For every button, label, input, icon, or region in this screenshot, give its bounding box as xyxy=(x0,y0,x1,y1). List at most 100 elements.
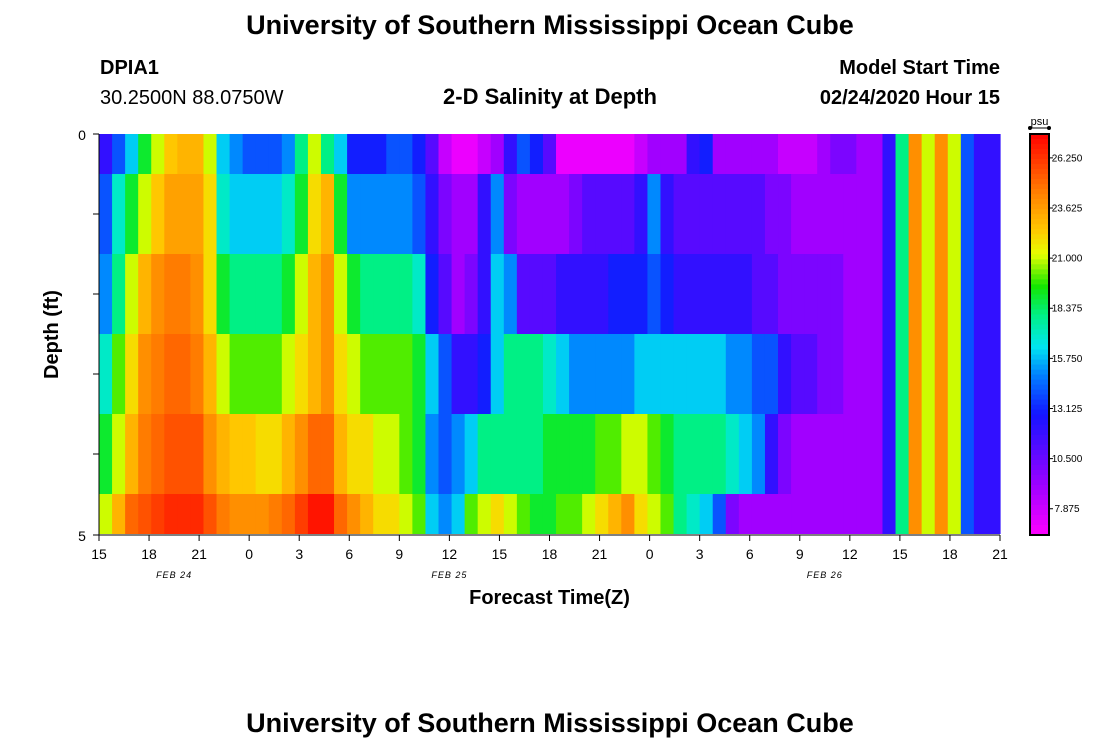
heatmap-cell xyxy=(764,174,779,254)
colorbar-segment xyxy=(1030,489,1049,496)
heatmap-cell xyxy=(320,134,335,174)
heatmap-cell xyxy=(464,174,479,254)
heatmap-cell xyxy=(216,134,231,174)
heatmap-cell xyxy=(164,334,178,414)
colorbar-segment xyxy=(1030,224,1049,230)
colorbar-segment xyxy=(1030,244,1049,250)
colorbar-segment xyxy=(1030,289,1049,295)
heatmap-cell xyxy=(360,414,374,494)
heatmap-cell xyxy=(151,174,165,254)
heatmap-cell xyxy=(830,414,844,494)
heatmap-cell xyxy=(477,494,492,534)
colorbar-segment xyxy=(1030,409,1049,416)
heatmap-cell xyxy=(334,134,348,174)
heatmap-cell xyxy=(569,174,583,254)
colorbar-segment xyxy=(1030,389,1049,396)
heatmap-cell xyxy=(373,334,387,414)
heatmap-cell xyxy=(151,334,165,414)
heatmap-cell xyxy=(242,334,257,414)
heatmap-cell xyxy=(778,174,792,254)
colorbar-segment xyxy=(1030,264,1049,270)
colorbar-segment xyxy=(1030,419,1049,426)
x-tick-label: 21 xyxy=(592,546,608,562)
heatmap-cell xyxy=(569,414,583,494)
colorbar-cap-dot xyxy=(1028,126,1032,130)
heatmap-cell xyxy=(503,254,518,334)
heatmap-cell xyxy=(947,174,962,254)
heatmap-cell xyxy=(986,254,1001,334)
heatmap-cell xyxy=(412,254,427,334)
heatmap-cell xyxy=(647,254,662,334)
heatmap-cell xyxy=(960,174,975,254)
colorbar-segment xyxy=(1030,499,1049,506)
heatmap-cell xyxy=(595,134,609,174)
heatmap-cell xyxy=(673,494,688,534)
colorbar-segment xyxy=(1030,479,1049,486)
heatmap-cell xyxy=(699,254,714,334)
colorbar-segment xyxy=(1030,189,1049,195)
heatmap-cell xyxy=(738,134,753,174)
heatmap-cell xyxy=(203,334,218,414)
colorbar-tick-label: 15.750 xyxy=(1052,354,1083,365)
heatmap-cell xyxy=(425,494,440,534)
heatmap-cell xyxy=(242,254,257,334)
heatmap-cell xyxy=(725,254,740,334)
heatmap-cell xyxy=(151,414,165,494)
heatmap-cell xyxy=(373,254,387,334)
heatmap-cell xyxy=(320,174,335,254)
heatmap-cell xyxy=(895,254,910,334)
heatmap-cell xyxy=(307,174,322,254)
heatmap-cell xyxy=(99,494,113,534)
heatmap-cell xyxy=(255,254,270,334)
heatmap-cell xyxy=(817,134,831,174)
colorbar-segment xyxy=(1030,329,1049,336)
heatmap-cell xyxy=(647,494,662,534)
heatmap-cell xyxy=(843,254,857,334)
heatmap-cell xyxy=(582,254,596,334)
heatmap-cell xyxy=(334,494,348,534)
heatmap-cell xyxy=(791,334,805,414)
heatmap-cell xyxy=(268,174,283,254)
heatmap-cell xyxy=(556,174,570,254)
date-label: FEB 26 xyxy=(807,570,843,580)
heatmap-cell xyxy=(294,494,309,534)
heatmap-cell xyxy=(451,334,466,414)
heatmap-cell xyxy=(621,134,635,174)
heatmap-cell xyxy=(660,174,675,254)
heatmap-cell xyxy=(242,494,257,534)
colorbar-segment xyxy=(1030,179,1049,185)
heatmap-cell xyxy=(477,254,492,334)
heatmap-cell xyxy=(347,494,361,534)
heatmap-cell xyxy=(503,334,518,414)
heatmap-cell xyxy=(856,174,871,254)
heatmap-cell xyxy=(621,494,635,534)
x-tick-label: 15 xyxy=(492,546,508,562)
colorbar-segment xyxy=(1030,209,1049,215)
heatmap-cell xyxy=(817,414,831,494)
colorbar-segment xyxy=(1030,249,1049,255)
heatmap-cell xyxy=(764,134,779,174)
heatmap-cell xyxy=(751,494,766,534)
heatmap-cell xyxy=(673,414,688,494)
page-title-top: University of Southern Mississippi Ocean… xyxy=(246,10,854,40)
heatmap-cell xyxy=(673,174,688,254)
colorbar-segment xyxy=(1030,359,1049,366)
heatmap-cell xyxy=(542,494,557,534)
heatmap-cell xyxy=(399,254,413,334)
heatmap-cell xyxy=(281,414,296,494)
heatmap-cell xyxy=(751,334,766,414)
heatmap-cell xyxy=(125,334,139,414)
heatmap-cell xyxy=(556,334,570,414)
heatmap-cell xyxy=(216,174,231,254)
colorbar-segment xyxy=(1030,404,1049,411)
x-tick-label: 21 xyxy=(191,546,207,562)
chart-title: 2-D Salinity at Depth xyxy=(443,84,657,109)
heatmap-cell xyxy=(138,134,152,174)
colorbar-segment xyxy=(1030,519,1049,526)
heatmap-cell xyxy=(973,494,988,534)
colorbar-segment xyxy=(1030,394,1049,401)
heatmap-cell xyxy=(751,414,766,494)
heatmap-cell xyxy=(634,334,649,414)
heatmap-cell xyxy=(255,174,270,254)
heatmap-cell xyxy=(464,414,479,494)
